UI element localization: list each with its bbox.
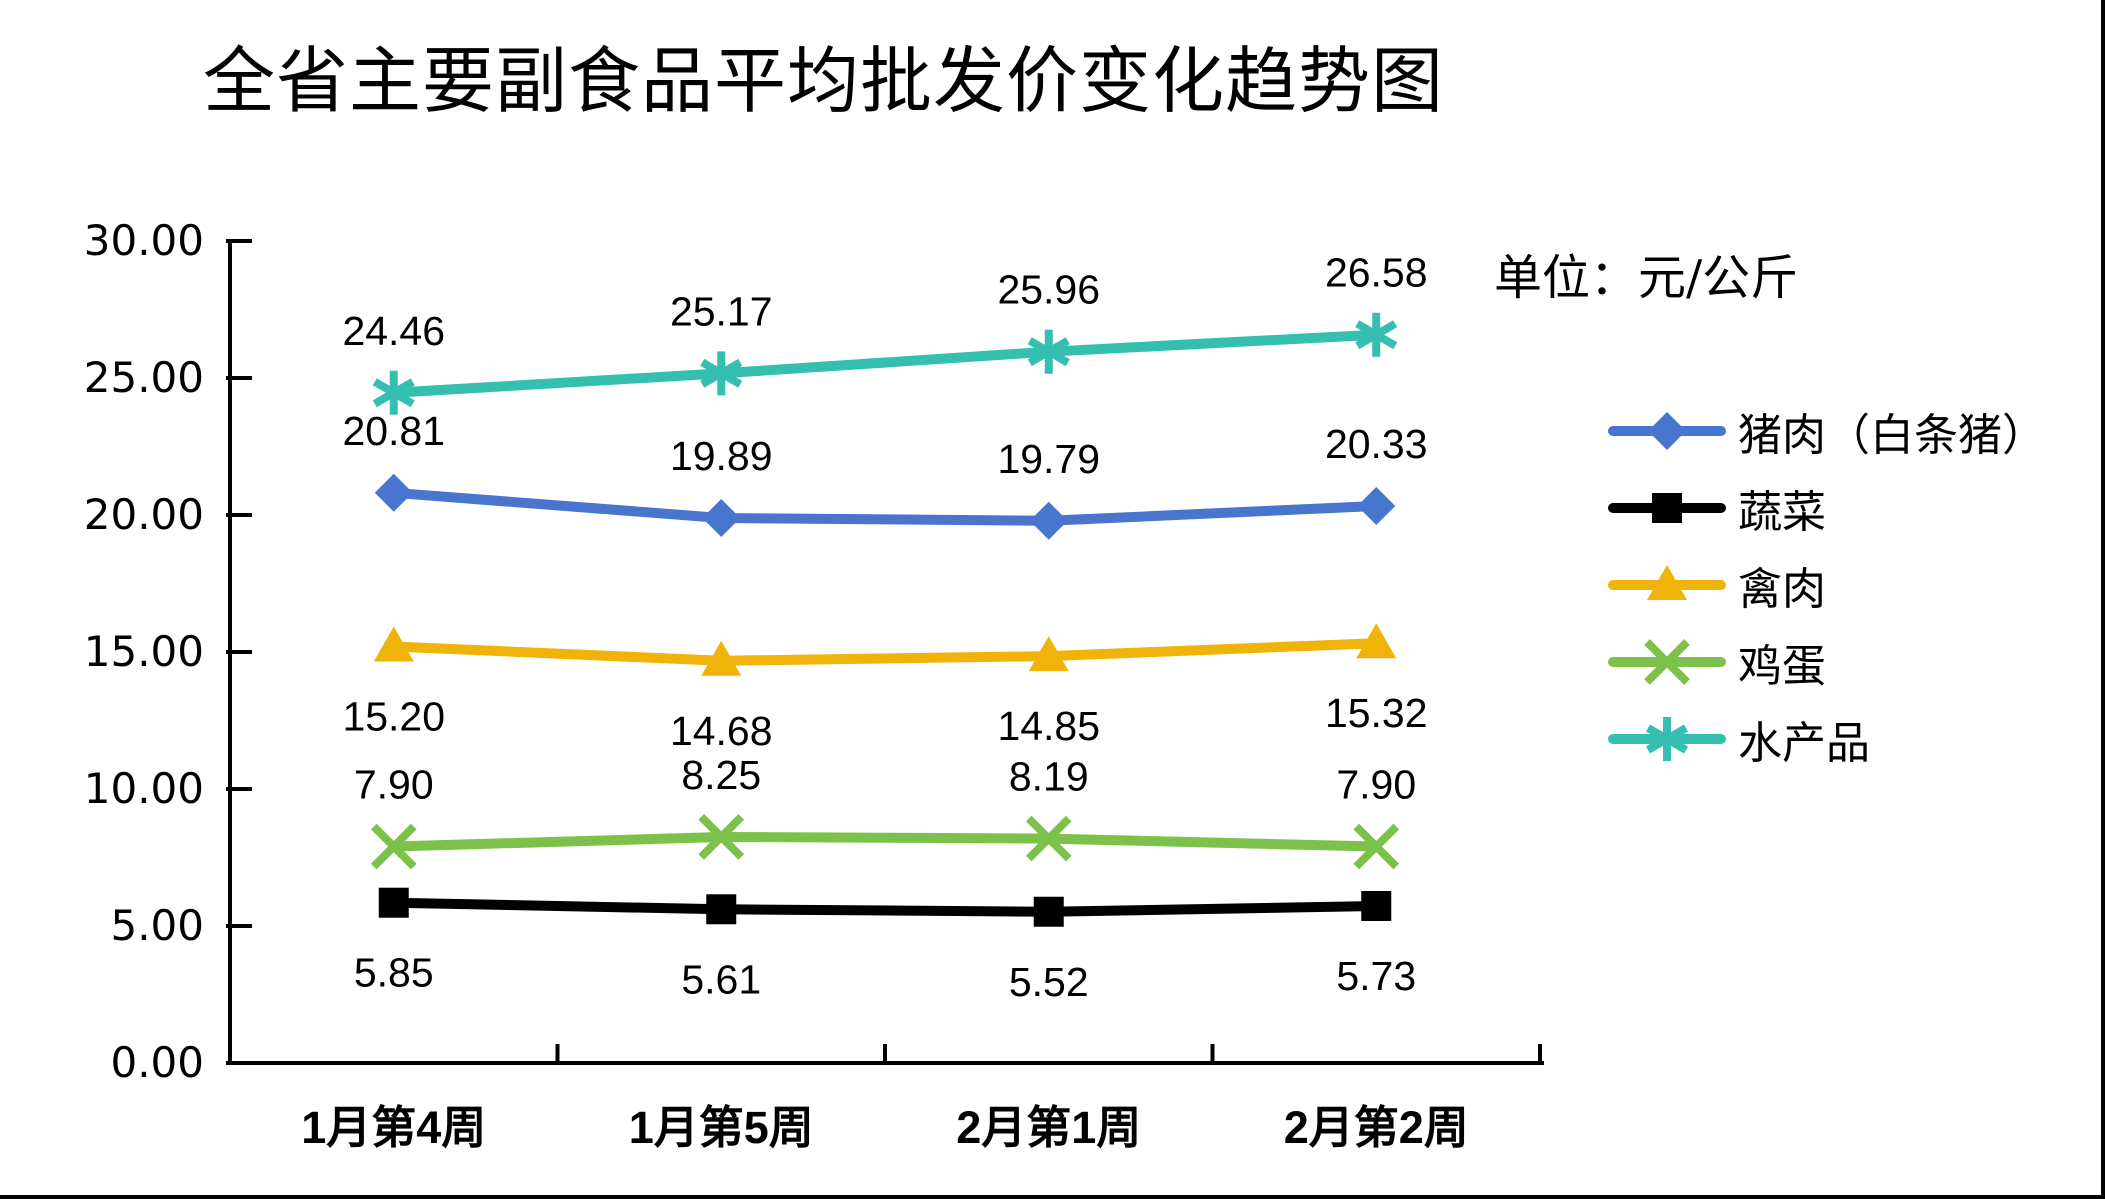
x-category-label: 2月第2周 bbox=[1284, 1102, 1469, 1153]
series-diamond: 20.81 19.89 19.79 20.33 bbox=[342, 408, 1428, 540]
legend-marker-square bbox=[1608, 493, 1726, 523]
data-label: 8.25 bbox=[681, 752, 761, 798]
y-tick-label: 5.00 bbox=[110, 901, 204, 950]
y-tick-label: 15.00 bbox=[84, 627, 204, 676]
chart-title: 全省主要副食品平均批发价变化趋势图 bbox=[203, 39, 1445, 123]
chart-legend: 猪肉（白条猪） 蔬菜禽肉鸡蛋水产品 bbox=[1608, 408, 2046, 793]
series-line bbox=[388, 487, 1382, 526]
legend-label: 蔬菜 bbox=[1738, 487, 1826, 538]
data-label: 5.61 bbox=[681, 956, 761, 1002]
y-tick-label: 30.00 bbox=[84, 216, 204, 265]
data-label: 20.81 bbox=[342, 408, 445, 454]
unit-label: 单位：元/公斤 bbox=[1494, 250, 1799, 306]
data-label: 7.90 bbox=[1336, 762, 1416, 808]
legend-item: 鸡蛋 bbox=[1608, 639, 2046, 692]
data-label: 15.32 bbox=[1325, 690, 1428, 736]
series-triangle: 15.20 14.68 14.85 15.32 bbox=[342, 623, 1428, 754]
legend-marker-diamond bbox=[1608, 412, 1726, 450]
data-label: 8.19 bbox=[1009, 754, 1089, 800]
data-label: 19.89 bbox=[670, 433, 773, 479]
legend-marker-triangle bbox=[1608, 565, 1726, 600]
legend-marker-x bbox=[1608, 639, 1726, 685]
legend-item: 禽肉 bbox=[1608, 562, 2046, 615]
x-category-label: 1月第5周 bbox=[629, 1102, 814, 1153]
legend-item: 猪肉（白条猪） bbox=[1608, 408, 2046, 461]
legend-label: 鸡蛋 bbox=[1738, 641, 1826, 692]
data-label: 7.90 bbox=[354, 762, 434, 808]
data-label: 25.17 bbox=[670, 288, 773, 334]
data-label: 14.85 bbox=[997, 703, 1100, 749]
series-star: 24.46 25.17 25.96 26.58 bbox=[342, 250, 1428, 415]
y-tick-label: 10.00 bbox=[84, 764, 204, 813]
series-square: 5.85 5.61 5.52 5.73 bbox=[354, 887, 1416, 1005]
series-line bbox=[388, 329, 1382, 398]
data-label: 5.73 bbox=[1336, 953, 1416, 999]
data-label: 19.79 bbox=[997, 436, 1100, 482]
data-label: 15.20 bbox=[342, 694, 445, 740]
y-tick-label: 20.00 bbox=[84, 490, 204, 539]
legend-label: 猪肉（白条猪） bbox=[1738, 410, 2046, 461]
series-line bbox=[388, 638, 1382, 666]
x-category-label: 1月第4周 bbox=[301, 1102, 486, 1153]
series-x: 7.90 8.25 8.19 7.90 bbox=[354, 752, 1416, 870]
legend-item: 水产品 bbox=[1608, 716, 2046, 769]
legend-marker-star bbox=[1608, 717, 1726, 761]
data-label: 24.46 bbox=[342, 308, 445, 354]
series-line bbox=[388, 897, 1382, 917]
data-label: 25.96 bbox=[997, 267, 1100, 313]
series-line bbox=[388, 831, 1382, 852]
data-label: 26.58 bbox=[1325, 250, 1428, 296]
data-label: 5.85 bbox=[354, 950, 434, 996]
y-tick-label: 25.00 bbox=[84, 353, 204, 402]
data-label: 14.68 bbox=[670, 708, 773, 754]
legend-label: 水产品 bbox=[1738, 718, 1870, 769]
legend-label: 禽肉 bbox=[1738, 564, 1826, 615]
legend-item: 蔬菜 bbox=[1608, 485, 2046, 538]
y-tick-label: 0.00 bbox=[110, 1038, 204, 1087]
data-label: 5.52 bbox=[1009, 959, 1089, 1005]
x-category-label: 2月第1周 bbox=[956, 1102, 1141, 1153]
data-label: 20.33 bbox=[1325, 421, 1428, 467]
